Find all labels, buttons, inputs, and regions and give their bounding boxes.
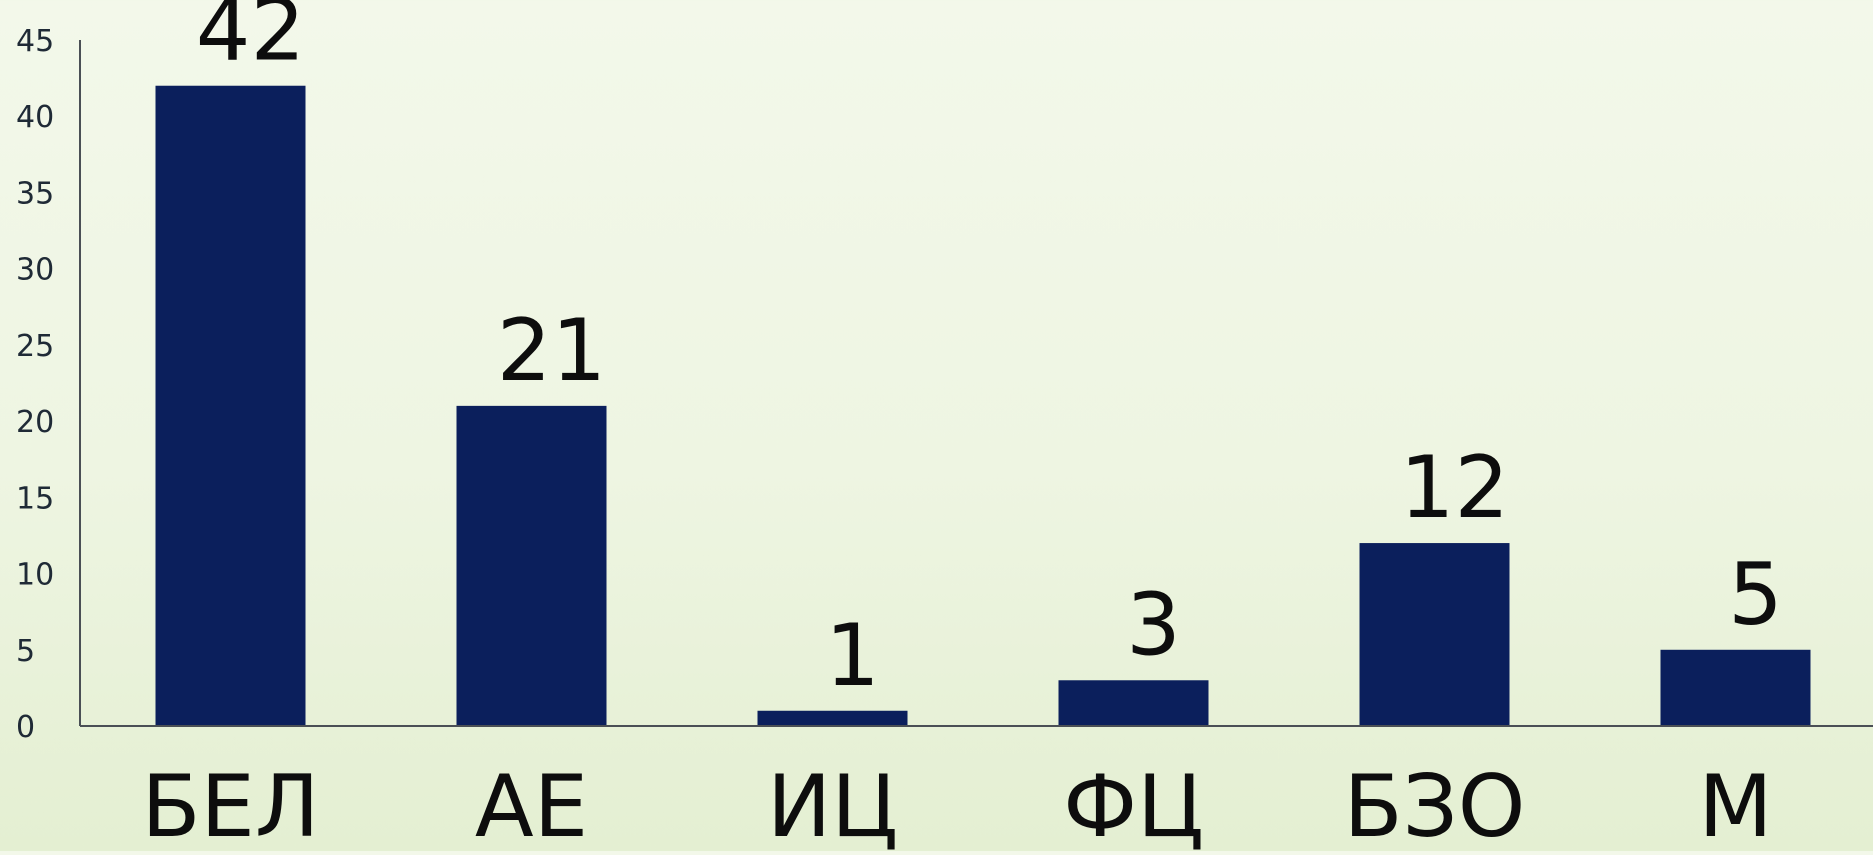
y-tick-label: 25	[16, 329, 54, 364]
data-labels: 42 21 1 3 12 5	[196, 0, 1783, 706]
bar-3	[757, 710, 908, 726]
x-axis: БЕЛ АЕ ИЦ ФЦ БЗО М	[80, 725, 1873, 855]
x-tick-label-6: М	[1698, 757, 1772, 851]
y-tick-label: 0	[16, 710, 35, 745]
data-label-1: 42	[196, 0, 305, 81]
y-tick-label: 10	[16, 558, 54, 593]
x-tick-label-2: АЕ	[475, 757, 588, 851]
bars	[155, 85, 1811, 726]
bar-1	[155, 85, 306, 726]
data-label-5: 12	[1400, 438, 1509, 538]
data-label-6: 5	[1728, 545, 1783, 645]
x-tick-label-4: ФЦ	[1063, 757, 1204, 851]
data-label-4: 3	[1126, 575, 1181, 675]
y-tick-label: 30	[16, 253, 54, 288]
data-label-3: 1	[825, 606, 880, 706]
x-tick-label-3: ИЦ	[767, 757, 898, 851]
x-tick-label-5: БЗО	[1344, 757, 1526, 851]
bar-6	[1660, 649, 1811, 726]
y-tick-label: 35	[16, 176, 54, 211]
bar-5	[1359, 543, 1510, 726]
y-tick-label: 45	[16, 24, 54, 59]
data-label-2: 21	[497, 301, 606, 401]
bar-4	[1058, 680, 1209, 726]
y-axis: 0 5 10 15 20 25 30 35 40 45	[16, 24, 81, 745]
y-tick-label: 15	[16, 481, 54, 516]
y-tick-label: 5	[16, 634, 35, 669]
y-tick-label: 20	[16, 405, 54, 440]
bar-2	[456, 405, 607, 726]
y-tick-label: 40	[16, 100, 54, 135]
x-tick-label-1: БЕЛ	[141, 757, 319, 851]
